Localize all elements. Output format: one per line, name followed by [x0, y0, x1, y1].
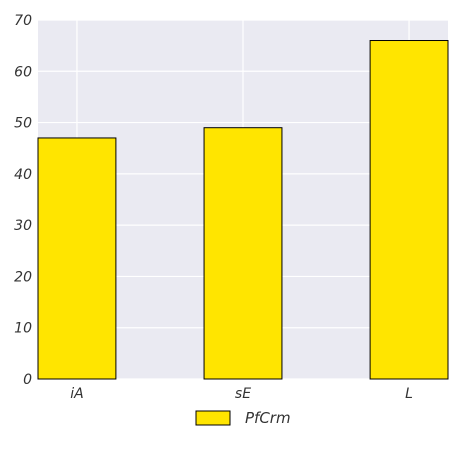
- y-tick-label: 60: [14, 64, 32, 80]
- bar-iA: [37, 137, 117, 380]
- y-axis-ticks: 0 10 20 30 40 50 60 70: [14, 13, 32, 388]
- y-tick-label: 40: [14, 167, 32, 183]
- bar-sE: [203, 127, 283, 380]
- x-tick-label: sE: [235, 386, 251, 402]
- legend-swatch: [195, 410, 231, 426]
- y-tick-label: 20: [14, 269, 32, 285]
- x-tick-label: L: [405, 386, 413, 402]
- y-tick-label: 0: [23, 372, 32, 388]
- bars: [37, 40, 449, 380]
- legend: PfCrm: [195, 409, 291, 427]
- y-tick-label: 70: [14, 13, 32, 29]
- y-tick-label: 30: [14, 218, 32, 234]
- x-tick-label: iA: [70, 386, 83, 402]
- y-tick-label: 10: [14, 321, 32, 337]
- legend-label: PfCrm: [245, 409, 291, 427]
- y-tick-label: 50: [14, 116, 32, 132]
- x-axis-ticks: iA sE L: [70, 386, 413, 402]
- bar-L: [369, 40, 449, 380]
